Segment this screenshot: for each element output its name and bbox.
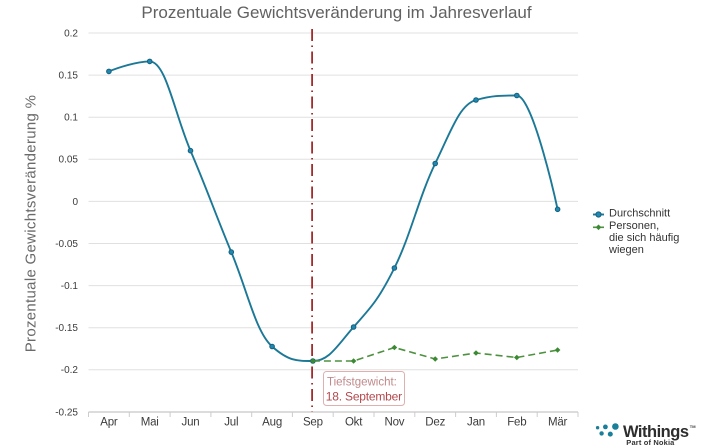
svg-text:die sich häufig: die sich häufig xyxy=(609,232,679,244)
svg-text:0.05: 0.05 xyxy=(59,155,79,166)
svg-text:Okt: Okt xyxy=(345,417,363,429)
svg-text:Prozentuale Gewichtsveränderun: Prozentuale Gewichtsveränderung % xyxy=(23,95,40,353)
svg-text:Apr: Apr xyxy=(100,417,118,429)
svg-text:Durchschnitt: Durchschnitt xyxy=(609,208,670,220)
svg-text:Mai: Mai xyxy=(141,417,159,429)
svg-text:Feb: Feb xyxy=(507,417,526,429)
svg-text:Withings: Withings xyxy=(623,423,689,441)
svg-text:Nov: Nov xyxy=(384,417,404,429)
svg-text:18. September: 18. September xyxy=(326,389,402,403)
svg-text:0.15: 0.15 xyxy=(59,71,79,82)
svg-text:Jul: Jul xyxy=(224,417,238,429)
svg-text:Mär: Mär xyxy=(548,417,568,429)
svg-text:Jun: Jun xyxy=(182,417,200,429)
svg-text:0: 0 xyxy=(72,197,78,208)
svg-text:Tiefstgewicht:: Tiefstgewicht: xyxy=(327,376,397,388)
svg-text:Part of Nokia: Part of Nokia xyxy=(626,438,675,447)
svg-text:TM: TM xyxy=(690,424,696,429)
svg-text:-0.05: -0.05 xyxy=(55,239,78,250)
svg-text:Aug: Aug xyxy=(262,417,282,429)
svg-text:-0.1: -0.1 xyxy=(61,281,79,292)
svg-text:wiegen: wiegen xyxy=(608,244,644,256)
svg-text:Sep: Sep xyxy=(303,417,323,429)
svg-text:-0.25: -0.25 xyxy=(55,407,78,418)
svg-text:0.1: 0.1 xyxy=(64,113,78,124)
svg-text:Jan: Jan xyxy=(467,417,485,429)
svg-text:Personen,: Personen, xyxy=(609,220,659,232)
svg-text:Dez: Dez xyxy=(425,417,445,429)
svg-text:Prozentuale Gewichtsveränderun: Prozentuale Gewichtsveränderung im Jahre… xyxy=(141,3,532,22)
svg-text:0.2: 0.2 xyxy=(64,28,78,39)
svg-text:-0.2: -0.2 xyxy=(61,365,79,376)
svg-text:-0.15: -0.15 xyxy=(55,323,78,334)
